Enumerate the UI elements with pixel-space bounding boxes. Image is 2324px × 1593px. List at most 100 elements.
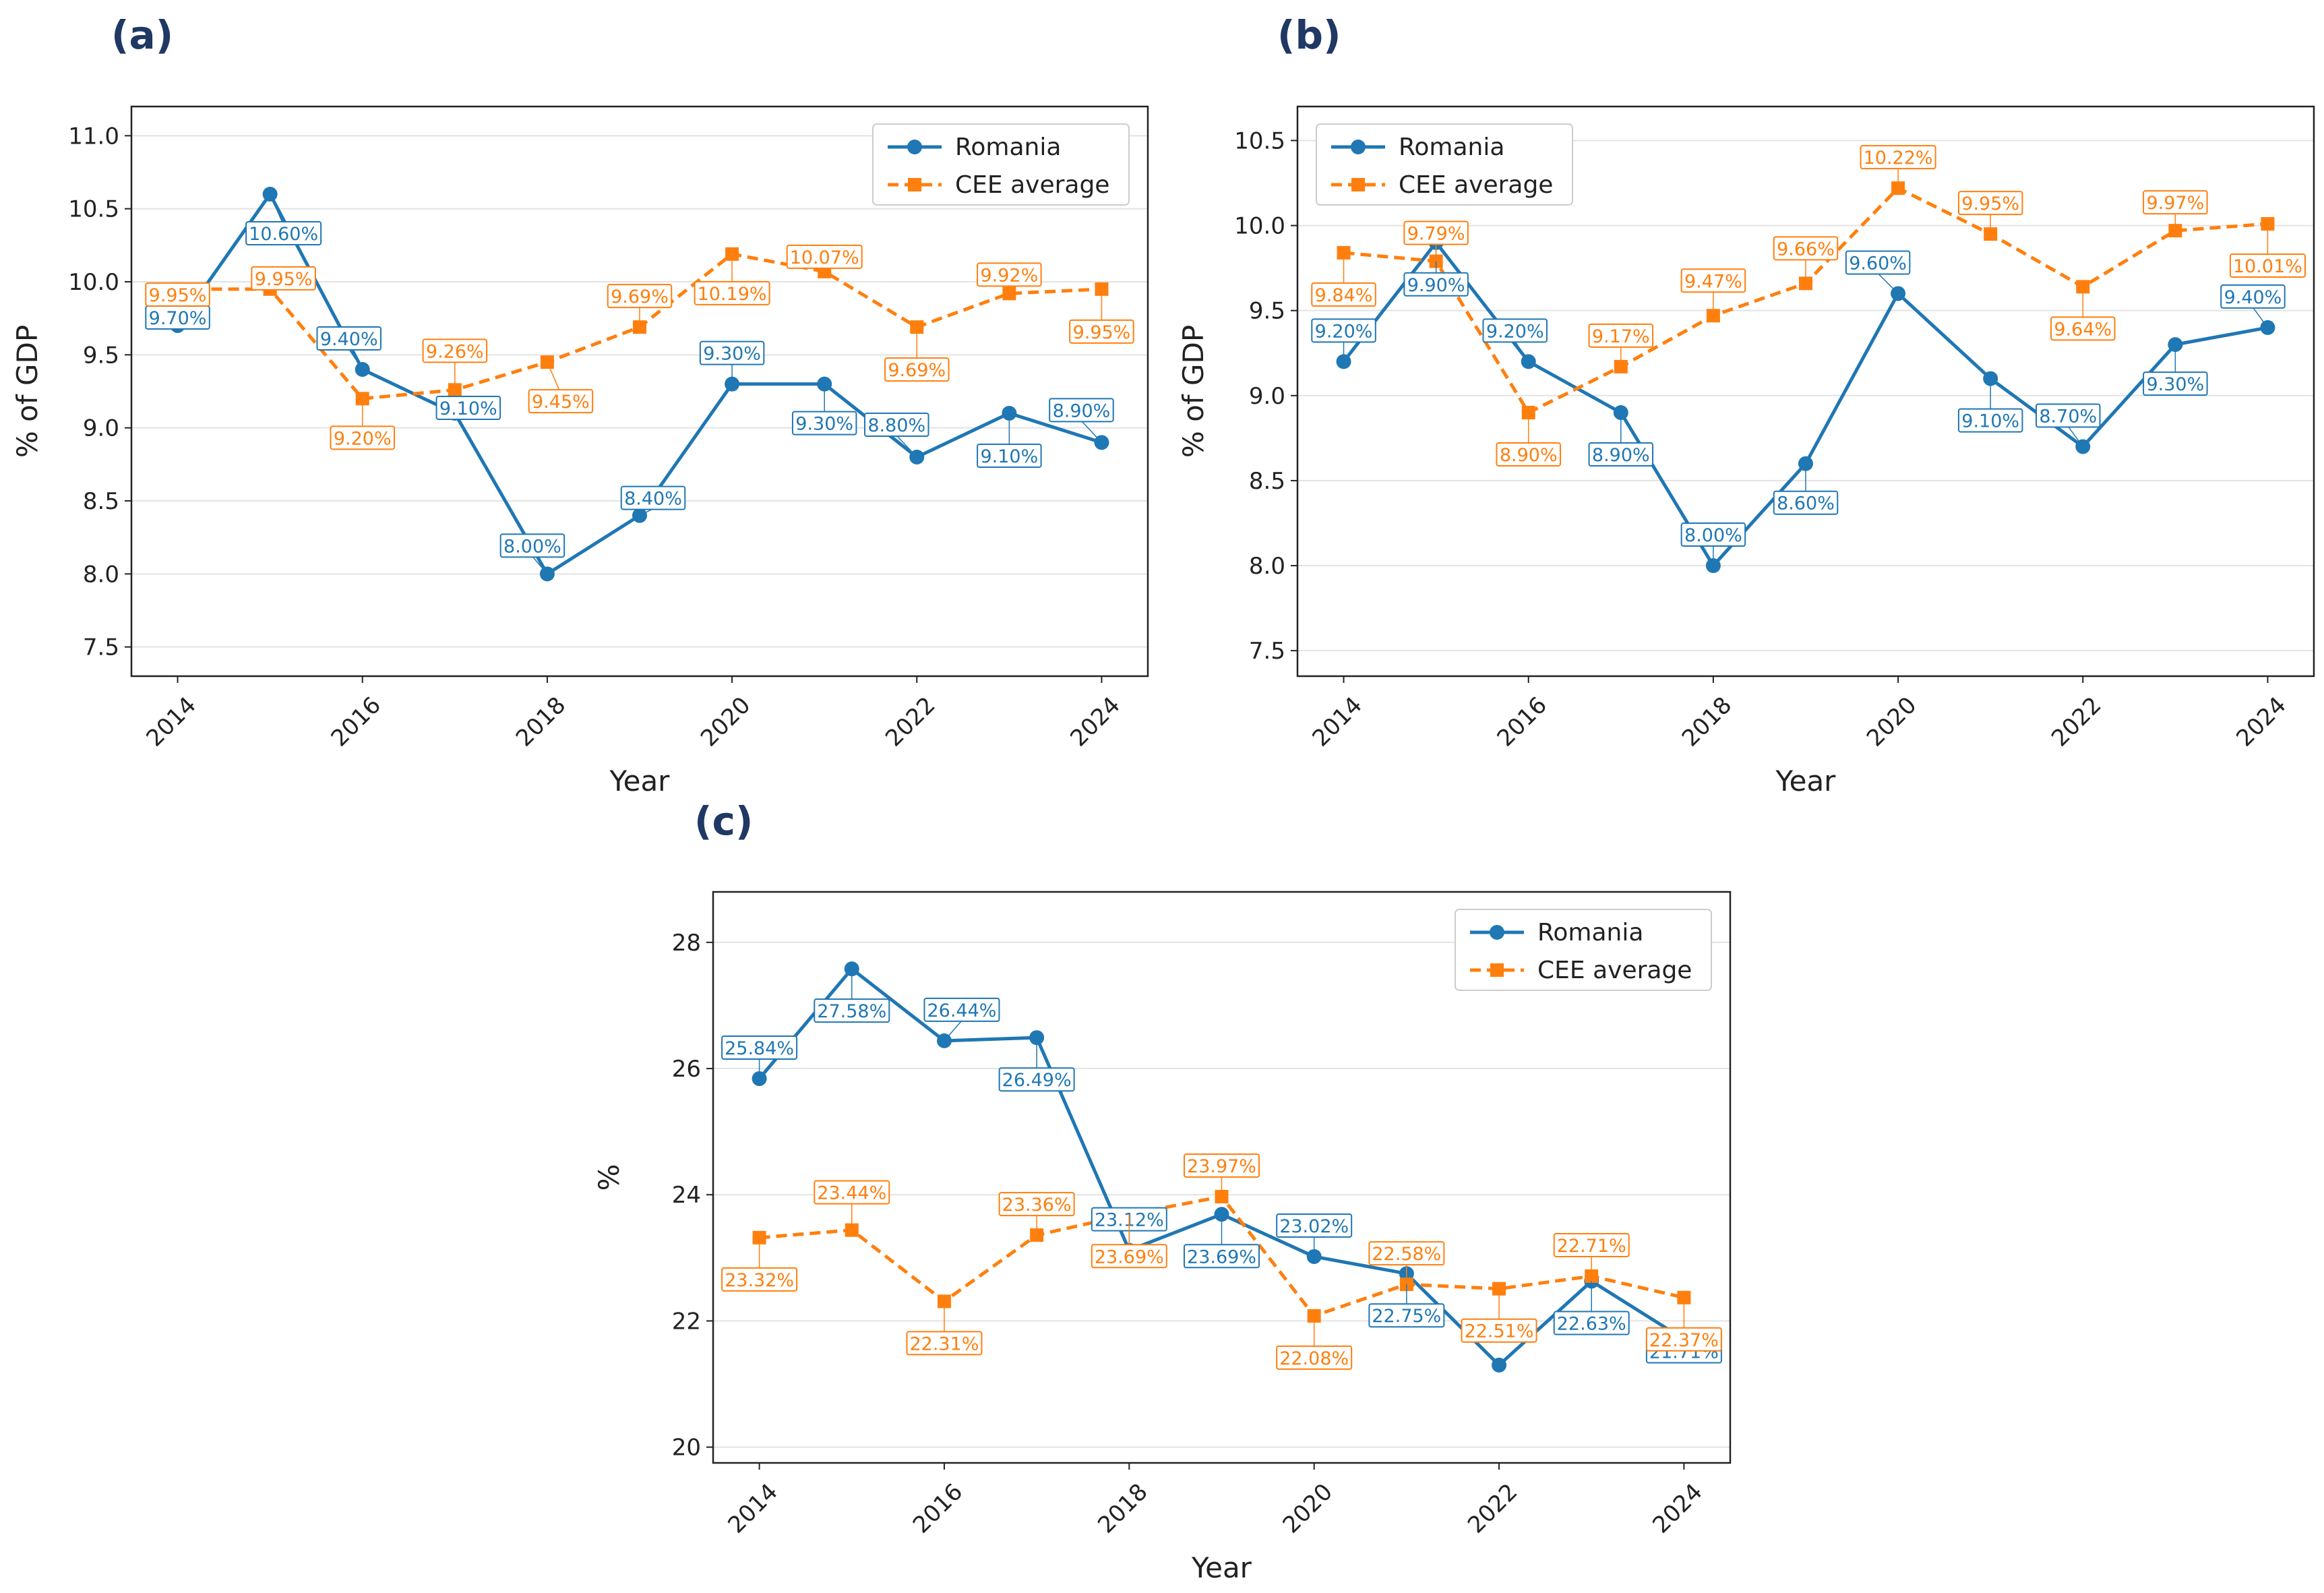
data-label-romania: 9.30% (2146, 374, 2204, 395)
y-tick-label: 10.5 (1234, 127, 1285, 154)
data-label-box (1461, 1318, 1537, 1343)
data-label-cee-average: 22.31% (909, 1333, 979, 1354)
data-label-box (1403, 220, 1469, 245)
legend-label-cee-average: CEE average (955, 171, 1109, 199)
data-label-box (1049, 398, 1114, 423)
y-tick-label: 24 (672, 1182, 701, 1209)
data-label-romania: 9.10% (1961, 411, 2019, 432)
x-tick-label: 2014 (141, 692, 201, 752)
data-label-romania: 8.60% (1777, 493, 1835, 514)
data-label-romania: 8.80% (867, 415, 925, 436)
y-tick-label: 26 (672, 1056, 701, 1083)
data-label-box (923, 997, 1000, 1022)
data-label-romania: 9.20% (1315, 321, 1373, 342)
data-label-box (1184, 1244, 1260, 1269)
data-label-box (1588, 442, 1654, 467)
data-label-box (694, 280, 770, 305)
x-tick-label: 2018 (1093, 1478, 1153, 1538)
legend-marker (1490, 963, 1504, 977)
legend: Romania CEE average (1455, 909, 1712, 991)
data-label-romania: 9.40% (320, 329, 378, 350)
data-label-romania: 8.90% (1053, 400, 1111, 421)
x-tick-label: 2022 (1463, 1478, 1523, 1538)
data-label-romania: 9.60% (1849, 253, 1907, 274)
data-label-box (251, 266, 316, 291)
data-label-cee-average: 9.69% (611, 287, 669, 307)
y-tick-label: 10.0 (1234, 213, 1285, 240)
data-label-cee-average: 9.17% (1592, 326, 1650, 347)
x-tick-label: 2020 (1278, 1478, 1338, 1538)
data-label-romania: 8.70% (2039, 406, 2097, 427)
data-label-box (1957, 191, 2023, 216)
data-label-box (1311, 318, 1376, 343)
y-tick-label: 10.5 (68, 196, 119, 223)
data-label-cee-average: 9.69% (888, 360, 946, 381)
data-label-box (2050, 316, 2116, 341)
y-tick-label: 7.5 (83, 634, 119, 661)
data-label-romania: 27.58% (817, 1001, 886, 1022)
data-label-box (2143, 371, 2208, 396)
data-label-box (2036, 403, 2101, 428)
data-label-romania: 22.63% (1557, 1313, 1626, 1334)
x-axis-label: Year (1191, 1551, 1252, 1584)
data-label-box (786, 244, 863, 269)
data-label-box (422, 338, 488, 363)
legend-label-romania: Romania (1399, 133, 1504, 161)
data-label-box (791, 411, 857, 435)
data-label-romania: 9.70% (149, 308, 207, 329)
data-label-cee-average: 23.97% (1187, 1156, 1256, 1177)
data-label-romania: 22.75% (1372, 1306, 1441, 1327)
x-tick-label: 2024 (1647, 1478, 1707, 1538)
data-label-box (1773, 490, 1839, 515)
data-label-cee-average: 22.37% (1649, 1330, 1719, 1351)
point-romania (1492, 1357, 1507, 1373)
x-axis-label: Year (609, 764, 671, 798)
y-tick-label: 9.0 (1249, 383, 1285, 410)
data-label-box (814, 1180, 890, 1205)
data-label-box (1553, 1232, 1630, 1257)
data-label-box (998, 1067, 1075, 1092)
panel-letter: (c) (694, 798, 753, 844)
data-label-leader (547, 361, 561, 394)
data-label-cee-average: 9.45% (532, 392, 590, 413)
data-label-box (906, 1331, 983, 1356)
legend-label-cee-average: CEE average (1399, 171, 1553, 199)
data-label-leader (944, 1020, 962, 1042)
data-label-leader (269, 193, 284, 226)
data-label-leader (2252, 307, 2269, 328)
data-label-cee-average: 10.01% (2233, 256, 2302, 277)
data-label-box (1957, 408, 2023, 433)
data-label-box (1368, 1303, 1445, 1328)
data-label-box (1403, 272, 1469, 297)
data-label-leader (1877, 272, 1899, 294)
data-label-cee-average: 9.20% (334, 428, 392, 449)
data-label-box (1680, 268, 1746, 293)
legend-box (872, 123, 1130, 206)
y-tick-label: 11.0 (68, 123, 119, 150)
data-label-cee-average: 9.64% (2054, 319, 2112, 340)
chart-panel-1: (a) 7.5 8.0 8.5 9.0 9.5 10.0 10.5 11.0 2014 2016 20… (11, 12, 1149, 798)
data-label-leader (348, 349, 363, 370)
data-label-cee-average: 10.22% (1864, 148, 1933, 169)
data-label-box (998, 1192, 1075, 1217)
data-label-box (2220, 284, 2286, 309)
data-label-box (1482, 318, 1548, 343)
data-label-cee-average: 8.90% (1500, 445, 1558, 466)
legend-marker (908, 178, 921, 191)
y-tick-label: 10.0 (68, 269, 119, 296)
chart-panel-2: (b) 7.5 8.0 8.5 9.0 9.5 10.0 10.5 2014 2016 2018 20… (1177, 12, 2315, 798)
data-label-romania: 9.20% (1486, 321, 1544, 342)
x-tick-label: 2016 (908, 1478, 968, 1538)
data-label-box (2143, 190, 2208, 215)
plot-frame (712, 891, 1732, 1464)
data-label-box (1184, 1153, 1260, 1178)
data-label-box (1368, 1241, 1445, 1266)
data-label-romania: 25.84% (725, 1038, 794, 1059)
data-label-box (864, 413, 929, 437)
data-label-box (1276, 1213, 1353, 1238)
x-tick-label: 2014 (723, 1478, 783, 1538)
x-tick-label: 2022 (880, 692, 940, 752)
data-label-box (814, 998, 890, 1023)
y-tick-label: 28 (672, 930, 701, 957)
